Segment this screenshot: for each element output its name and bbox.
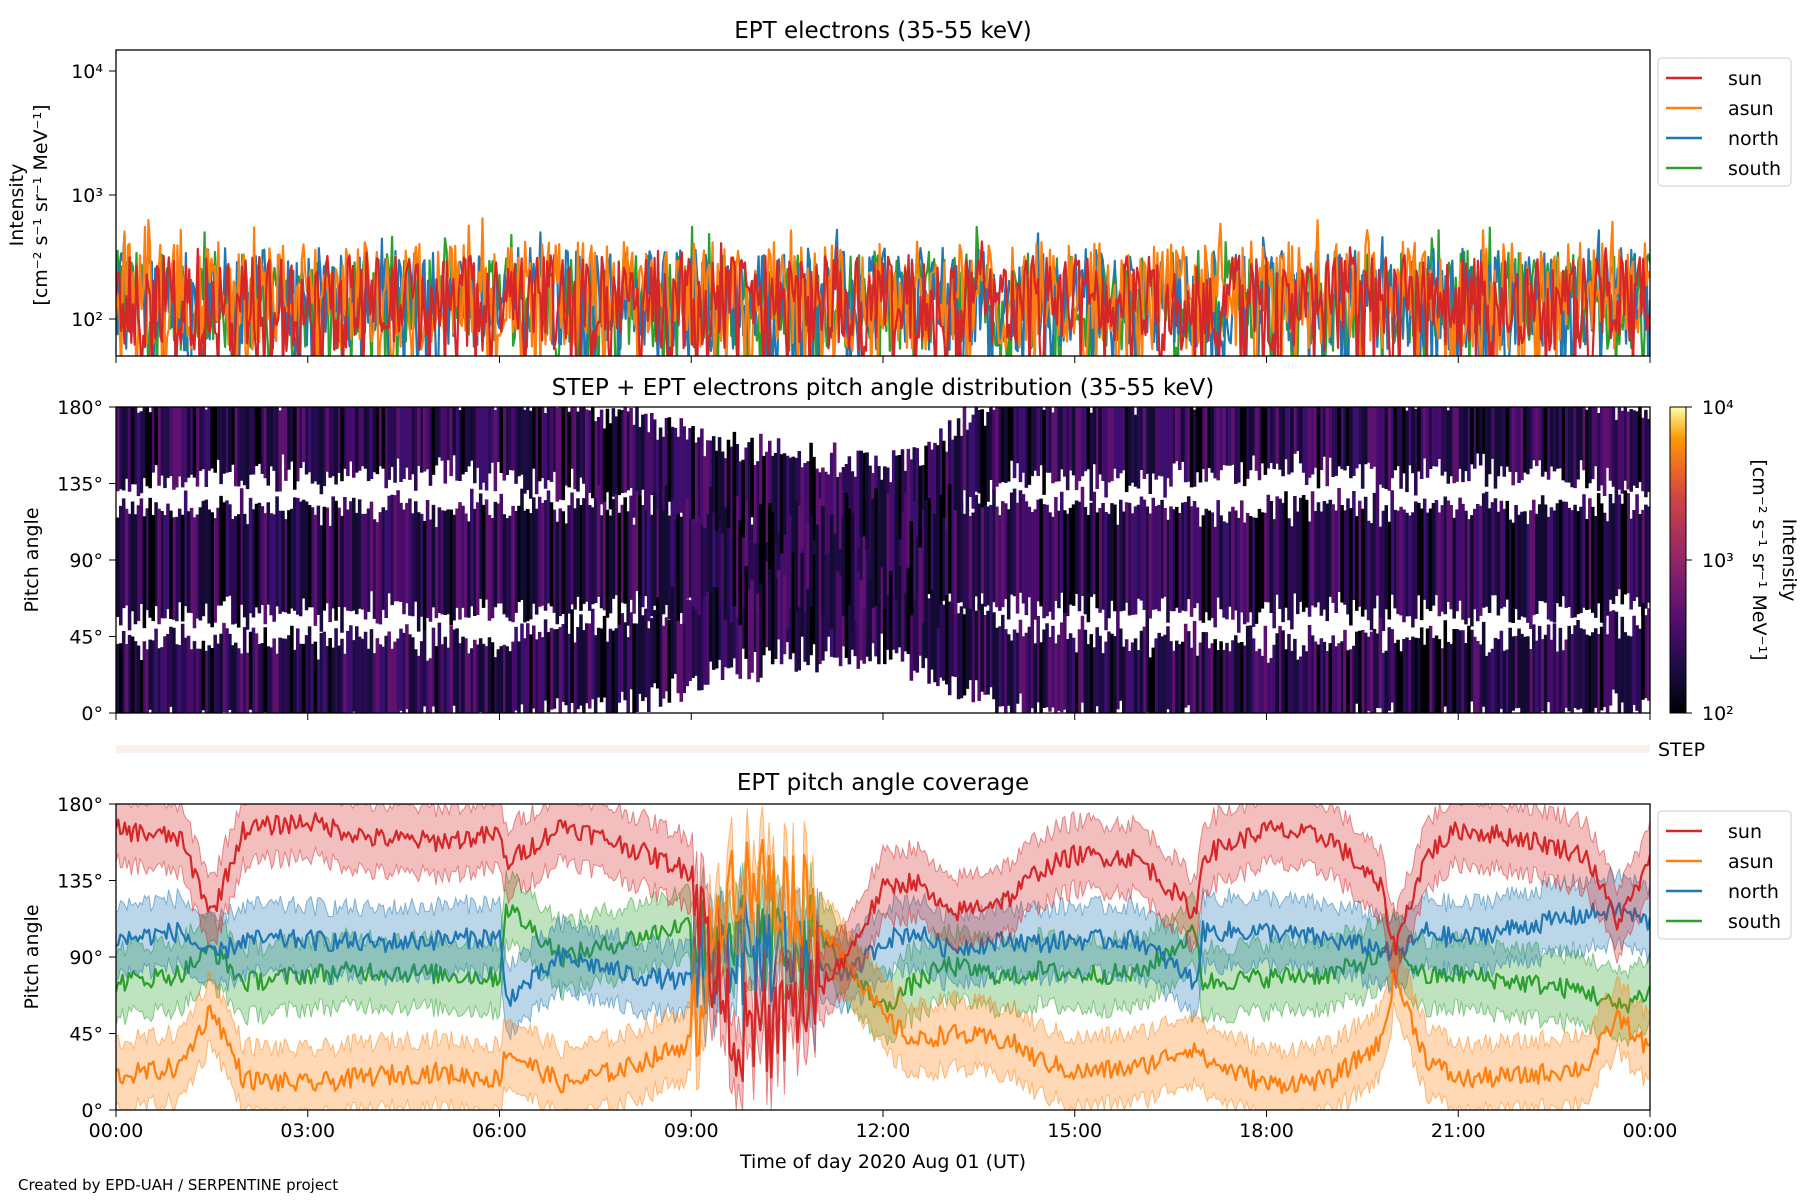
panel2-xticks (115, 713, 1651, 720)
xtick-label-7: 21:00 (1431, 1120, 1486, 1142)
legend-label-south: south (1728, 158, 1781, 180)
colorbar-tick-1e4: 10⁴ (1702, 397, 1734, 419)
ytick-label-0: 0° (81, 703, 103, 725)
panel1-ytick-1e2: 10² (71, 309, 103, 331)
heatmap-cells-2 (136, 407, 1636, 713)
xtick-label-2: 06:00 (472, 1120, 527, 1142)
credit-text: Created by EPD-UAH / SERPENTINE project (18, 1176, 338, 1194)
panel1-title: EPT electrons (35-55 keV) (734, 18, 1031, 44)
legend-label-north: north (1728, 881, 1779, 903)
panel1-xticks (115, 356, 1651, 363)
colorbar-label-line2: [cm⁻² s⁻¹ sr⁻¹ MeV⁻¹] (1748, 459, 1770, 660)
xtick-label-1: 03:00 (280, 1120, 335, 1142)
panel3-band-north (116, 862, 1650, 1053)
panel1-series-group (116, 217, 1650, 356)
panel2-ylabel: Pitch angle (21, 507, 43, 612)
ytick-label-4: 180° (57, 794, 103, 816)
panel1-yticks: 10² 10³ 10⁴ (71, 61, 116, 331)
panel3-line-asun (116, 838, 1650, 1095)
ytick-label-2: 90° (69, 947, 103, 969)
xtick-label-6: 18:00 (1239, 1120, 1294, 1142)
xtick-label-4: 12:00 (856, 1120, 911, 1142)
panel2-yticks: 0° 45° 90° 135° 180° (57, 397, 116, 725)
panel3-series-group (116, 804, 1650, 1110)
colorbar-tick-1e3: 10³ (1702, 550, 1734, 572)
heatmap-cells-5 (119, 407, 1645, 713)
colorbar-label-line1: Intensity (1778, 519, 1800, 602)
panel3-yticks: 0° 45° 90° 135° 180° (57, 794, 116, 1122)
panel3-title: EPT pitch angle coverage (737, 770, 1029, 796)
ytick-label-2: 90° (69, 550, 103, 572)
legend-label-north: north (1728, 128, 1779, 150)
panel1-series-sun (116, 240, 1650, 356)
colorbar-gradient (1669, 406, 1687, 714)
ytick-label-3: 135° (57, 871, 103, 893)
panel3-line-sun (116, 812, 1650, 1083)
legend-label-asun: asun (1728, 851, 1774, 873)
panel1-legend-box (1657, 57, 1792, 187)
legend-label-sun: sun (1728, 821, 1762, 843)
panel3-ylabel: Pitch angle (21, 904, 43, 1009)
ytick-label-3: 135° (57, 474, 103, 496)
ytick-label-1: 45° (69, 1024, 103, 1046)
panel2-plot-area (116, 407, 1650, 713)
panel3-plot-area (116, 804, 1650, 1110)
panel1-plot-area (116, 217, 1650, 356)
panel3-legend-box (1657, 810, 1792, 940)
panel1-ylabel-line1: Intensity (6, 164, 28, 247)
panel2-heatmap (116, 407, 1650, 713)
colorbar-tick-1e2: 10² (1702, 703, 1734, 725)
xtick-label-0: 00:00 (89, 1120, 144, 1142)
ytick-label-1: 45° (69, 627, 103, 649)
legend-label-south: south (1728, 911, 1781, 933)
legend-label-sun: sun (1728, 68, 1762, 90)
ytick-label-4: 180° (57, 397, 103, 419)
legend-label-asun: asun (1728, 98, 1774, 120)
panel2-title: STEP + EPT electrons pitch angle distrib… (552, 375, 1214, 401)
step-strip-label: STEP (1658, 739, 1705, 761)
xtick-label-8: 00:00 (1623, 1120, 1678, 1142)
xtick-label-3: 09:00 (664, 1120, 719, 1142)
step-coverage-strip (116, 745, 1650, 753)
panel1-ytick-1e4: 10⁴ (71, 61, 103, 83)
panel1-legend: sun asun north south (1657, 57, 1792, 187)
panel3-xticks: 00:00 03:00 06:00 09:00 12:00 15:00 18:00 21:00… (89, 1110, 1678, 1142)
panel1-ylabel-line2: [cm⁻² s⁻¹ sr⁻¹ MeV⁻¹] (30, 104, 52, 305)
ytick-label-0: 0° (81, 1100, 103, 1122)
x-axis-label: Time of day 2020 Aug 01 (UT) (739, 1151, 1026, 1173)
panel2-colorbar: 10² 10³ 10⁴ Intensity [cm⁻² s⁻¹ sr⁻¹ MeV… (1669, 397, 1800, 725)
panel1-ytick-1e3: 10³ (71, 185, 103, 207)
xtick-label-5: 15:00 (1047, 1120, 1102, 1142)
heatmap-cells-6 (116, 407, 1642, 713)
panel3-legend: sun asun north south (1657, 810, 1792, 940)
panel3-band-sun (116, 804, 1650, 1110)
